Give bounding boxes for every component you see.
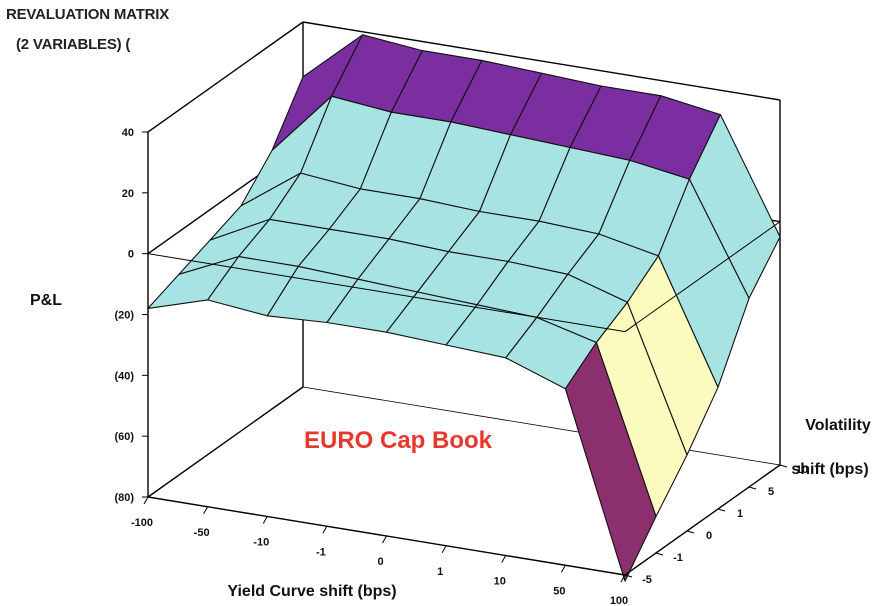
x-tick-mark [501, 555, 507, 563]
tick-labels: (80)(60)(40)(20)02040-100-50-10-10110501… [114, 127, 808, 606]
y-tick-label: 10 [796, 464, 808, 476]
axis-labels: Yield Curve shift (bps) Volatility shift (… [30, 292, 871, 600]
surface-cell [564, 341, 657, 582]
floor-back-edge [302, 386, 781, 466]
floor-right-edge [624, 464, 781, 576]
y-tick-label: 1 [737, 508, 743, 520]
y-tick-mark [748, 486, 757, 490]
x-tick-mark [560, 565, 566, 573]
x-tick-label: 0 [377, 556, 383, 568]
zero-plane-front [147, 253, 626, 333]
z-tick-label: 0 [128, 249, 134, 261]
x-tick-label: 50 [553, 585, 565, 597]
x-tick-label: -50 [194, 527, 210, 539]
x-tick-mark [620, 574, 626, 583]
y-axis-title-line-2: shift (bps) [791, 461, 868, 478]
y-tick-mark [686, 530, 695, 534]
y-tick-label: -1 [673, 552, 683, 564]
x-tick-label: -10 [253, 537, 269, 549]
x-tick-mark [143, 496, 149, 505]
y-tick-label: 5 [768, 486, 774, 498]
z-tick-label: (20) [114, 310, 134, 322]
y-tick-label: -5 [642, 574, 652, 586]
x-tick-label: 1 [437, 566, 443, 578]
y-axis-title-line-1: Volatility [805, 417, 871, 434]
zero-plane-right [624, 221, 781, 333]
z-tick-label: (60) [114, 431, 134, 443]
chart-annotation: EURO Cap Book [304, 427, 493, 454]
top-left-edge [147, 21, 304, 133]
floor-left-edge [147, 386, 304, 498]
x-tick-mark [322, 526, 328, 534]
y-tick-label: 0 [706, 530, 712, 542]
back-top-edge [302, 21, 781, 101]
z-axis-title: P&L [30, 292, 62, 309]
z-tick-label: 20 [122, 188, 134, 200]
z-tick-label: (40) [114, 370, 134, 382]
z-tick-label: 40 [122, 127, 134, 139]
x-tick-mark [382, 535, 387, 544]
x-tick-label: -1 [316, 546, 326, 558]
y-tick-mark [655, 552, 664, 556]
chart-title-line-1: REVALUATION MATRIX [6, 6, 170, 23]
y-tick-mark [779, 464, 788, 468]
chart-title-line-2: (2 VARIABLES) ( [16, 36, 131, 53]
x-tick-mark [262, 516, 268, 524]
y-tick-mark [624, 574, 633, 578]
x-axis-title: Yield Curve shift (bps) [227, 583, 396, 600]
x-tick-mark [203, 506, 209, 514]
x-tick-label: -100 [131, 517, 153, 529]
x-tick-mark [441, 545, 447, 553]
x-tick-label: 100 [610, 595, 628, 606]
surface-mesh [147, 34, 781, 582]
y-tick-mark [717, 508, 726, 512]
z-tick-label: (80) [114, 492, 134, 504]
x-tick-label: 10 [494, 576, 506, 588]
